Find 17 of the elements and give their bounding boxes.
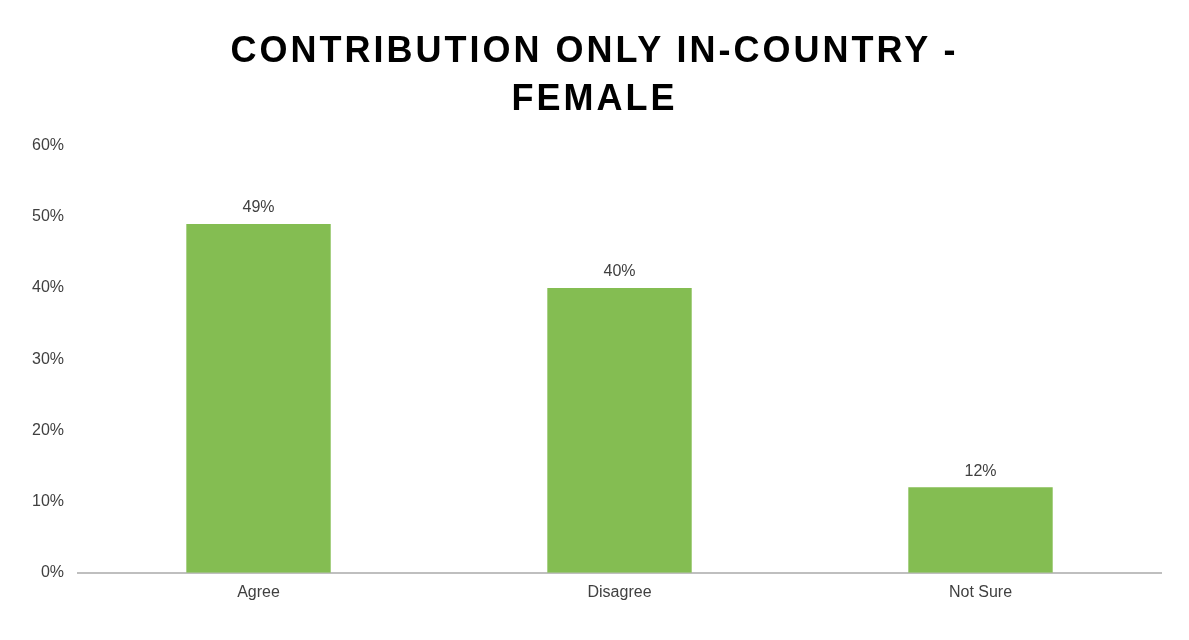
y-tick-label: 50% [31,207,65,225]
bar [186,223,331,573]
x-tick-label: Not Sure [948,582,1013,600]
x-tick-label: Disagree [587,582,652,600]
y-tick-label: 40% [31,278,65,296]
bar [547,288,692,573]
y-tick-label: 60% [31,136,65,154]
x-tick-label: Agree [237,582,280,600]
data-label: 49% [242,198,275,216]
y-tick-label: 10% [31,492,65,510]
y-tick-label: 20% [31,420,65,438]
y-tick-label: 30% [31,349,65,367]
data-label: 12% [964,461,997,479]
data-label: 40% [603,262,636,280]
y-tick-label: 0% [40,563,65,581]
bar [908,487,1053,573]
chart-title: CONTRIBUTION ONLY IN-COUNTRY - FEMALE [229,28,960,120]
